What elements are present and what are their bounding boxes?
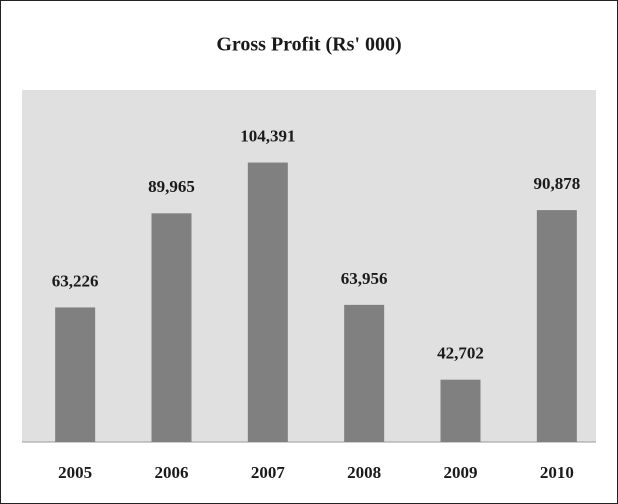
data-label: 63,226 [52,271,99,290]
bar [151,213,192,442]
x-tick-label: 2010 [540,463,574,482]
x-tick-label: 2007 [251,463,286,482]
chart-title: Gross Profit (Rs' 000) [216,34,401,56]
bar [536,210,577,442]
data-label: 90,878 [533,174,580,193]
bar [55,307,96,442]
x-tick-label: 2005 [58,463,92,482]
x-tick-label: 2008 [347,463,381,482]
data-label: 89,965 [148,177,195,196]
bar [344,304,385,442]
bar [247,162,288,442]
data-label: 63,956 [341,269,388,288]
data-label: 104,391 [240,126,295,145]
x-tick-label: 2006 [155,463,189,482]
bar [440,379,481,442]
x-tick-label: 2009 [444,463,478,482]
data-label: 42,702 [437,344,484,363]
plot-area [22,90,596,442]
